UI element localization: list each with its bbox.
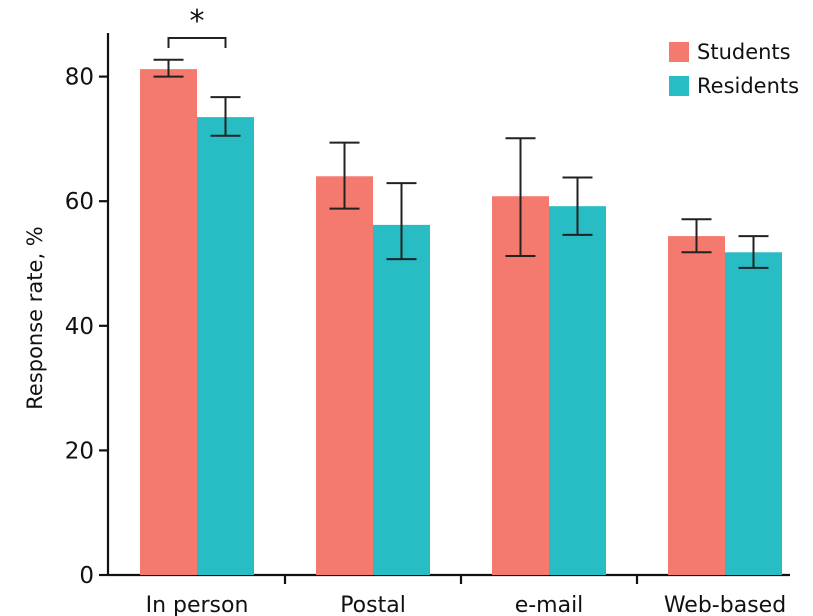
y-axis: 0 20 40 60 80 (65, 32, 110, 589)
bar-residents-in-person (197, 117, 254, 575)
bar-students-postal (316, 176, 373, 575)
y-axis-label: Response rate, % (23, 226, 47, 410)
bar-residents-postal (373, 224, 430, 575)
significance-star: * (190, 4, 205, 39)
bars (140, 69, 782, 576)
legend-label-residents: Residents (697, 74, 799, 98)
y-tick-label: 80 (65, 65, 94, 91)
y-tick-label: 60 (65, 189, 94, 215)
bar-students-web-based (668, 236, 725, 575)
bar-students-in-person (140, 69, 197, 576)
y-tick-label: 20 (65, 438, 94, 464)
x-tick-label: In person (146, 593, 249, 616)
bar-students-e-mail (492, 196, 549, 575)
bar-residents-web-based (725, 252, 782, 575)
legend-swatch-residents (669, 76, 689, 96)
legend: Students Residents (669, 40, 799, 98)
legend-swatch-students (669, 42, 689, 62)
x-tick-label: e-mail (515, 593, 584, 616)
y-tick-label: 0 (79, 563, 94, 589)
error-bars (153, 58, 769, 269)
x-tick-label: Web-based (664, 593, 786, 616)
y-tick-label: 40 (65, 314, 94, 340)
x-axis: In person Postal e-mail Web-based (108, 573, 790, 616)
significance-annotation: * (167, 4, 227, 48)
significance-bracket (167, 37, 227, 48)
legend-label-students: Students (697, 40, 791, 64)
x-tick-label: Postal (340, 593, 406, 616)
bar-residents-e-mail (549, 206, 606, 575)
